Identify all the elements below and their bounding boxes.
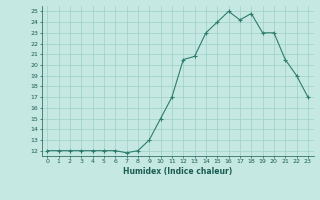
X-axis label: Humidex (Indice chaleur): Humidex (Indice chaleur) — [123, 167, 232, 176]
